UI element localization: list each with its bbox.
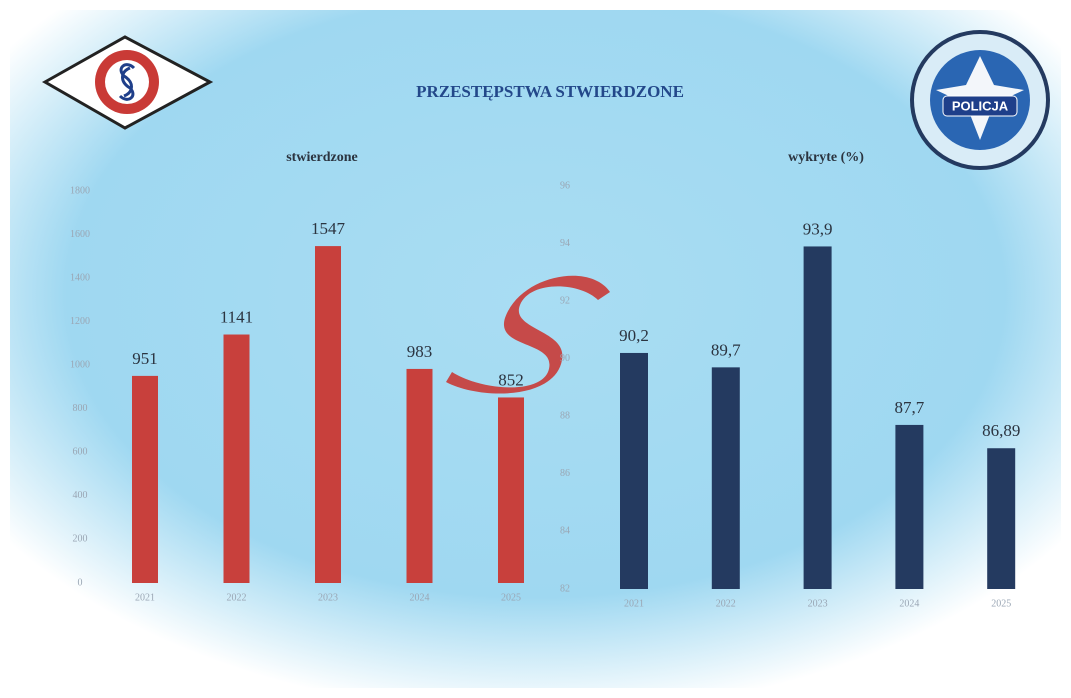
y-tick-label: 92 [560, 295, 570, 306]
y-tick-label: 84 [560, 526, 570, 537]
logo-text: POLICJA [952, 98, 1009, 113]
x-tick-label: 2025 [501, 592, 521, 603]
value-label: 951 [132, 349, 158, 368]
bar [712, 367, 740, 589]
value-label: 983 [407, 342, 433, 361]
value-label: 1141 [220, 307, 253, 326]
y-tick-label: 96 [560, 180, 570, 191]
value-label: 852 [498, 370, 524, 389]
y-tick-label: 90 [560, 353, 570, 364]
bar [224, 335, 250, 583]
bar [315, 246, 341, 583]
x-tick-label: 2022 [227, 592, 247, 603]
page: POLICJA PRZESTĘPSTWA STWIERDZONE stwierd… [0, 0, 1071, 698]
y-tick-label: 88 [560, 411, 570, 422]
chart-title: wykryte (%) [788, 150, 864, 165]
y-tick-label: 1800 [70, 185, 90, 196]
x-tick-label: 2024 [410, 592, 430, 603]
chart-title: stwierdzone [286, 150, 358, 165]
value-label: 89,7 [711, 340, 741, 359]
y-tick-label: 0 [78, 577, 83, 588]
bar [498, 397, 524, 583]
page-title: PRZESTĘPSTWA STWIERDZONE [416, 82, 684, 101]
chart: POLICJA PRZESTĘPSTWA STWIERDZONE stwierd… [0, 0, 1071, 698]
x-tick-label: 2024 [899, 598, 919, 609]
y-tick-label: 1600 [70, 229, 90, 240]
y-tick-label: 86 [560, 468, 570, 479]
y-tick-label: 1400 [70, 272, 90, 283]
x-tick-label: 2021 [624, 598, 644, 609]
y-tick-label: 1000 [70, 360, 90, 371]
bar [132, 376, 158, 583]
x-tick-label: 2023 [318, 592, 338, 603]
value-label: 1547 [311, 219, 346, 238]
y-tick-label: 600 [73, 447, 88, 458]
y-tick-label: 200 [73, 534, 88, 545]
value-label: 93,9 [803, 219, 833, 238]
right-logo: POLICJA [912, 32, 1048, 168]
value-label: 86,89 [982, 421, 1020, 440]
value-label: 90,2 [619, 326, 649, 345]
value-label: 87,7 [895, 398, 925, 417]
y-tick-label: 82 [560, 583, 570, 594]
bar [407, 369, 433, 583]
y-tick-label: 94 [560, 238, 570, 249]
x-tick-label: 2023 [808, 598, 828, 609]
x-tick-label: 2022 [716, 598, 736, 609]
bar [987, 448, 1015, 589]
y-tick-label: 800 [73, 403, 88, 414]
bar [895, 425, 923, 589]
y-tick-label: 1200 [70, 316, 90, 327]
bar [620, 353, 648, 589]
x-tick-label: 2021 [135, 592, 155, 603]
x-tick-label: 2025 [991, 598, 1011, 609]
bar [804, 246, 832, 589]
y-tick-label: 400 [73, 490, 88, 501]
